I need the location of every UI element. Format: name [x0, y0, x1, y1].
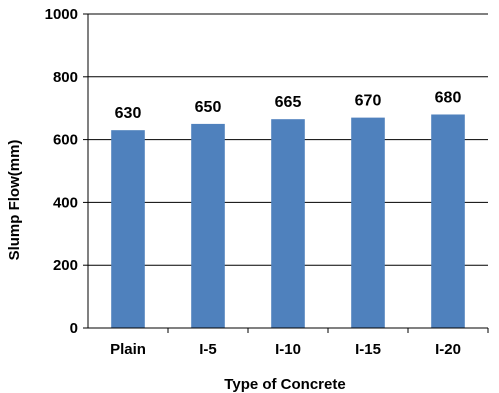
y-tick-label: 600	[53, 132, 78, 149]
data-label: 680	[435, 89, 462, 106]
x-tick-label: I-5	[199, 341, 217, 358]
data-label: 650	[195, 99, 222, 116]
bar	[351, 117, 385, 329]
y-tick-labels: 0 200 400 600 800 1000	[45, 6, 78, 337]
bar	[271, 119, 305, 328]
x-axis-title: Type of Concrete	[224, 376, 345, 393]
y-tick-label: 200	[53, 257, 78, 274]
y-axis-title: Slump Flow(mm)	[6, 140, 23, 261]
x-tick-labels: Plain I-5 I-10 I-15 I-20	[110, 341, 461, 358]
x-tick-label: Plain	[110, 341, 146, 358]
bar	[191, 123, 225, 329]
y-tick-label: 800	[53, 69, 78, 86]
axes	[83, 13, 489, 333]
bar	[431, 114, 465, 328]
x-tick-label: I-20	[435, 341, 461, 358]
bar	[111, 130, 145, 328]
x-tick-label: I-10	[275, 341, 301, 358]
data-label: 665	[275, 94, 302, 111]
data-label: 670	[355, 93, 382, 110]
y-tick-label: 0	[70, 320, 78, 337]
x-tick-label: I-15	[355, 341, 381, 358]
data-label: 630	[115, 105, 142, 122]
data-labels: 630 650 665 670 680	[115, 89, 462, 122]
y-tick-label: 400	[53, 194, 78, 211]
y-tick-label: 1000	[45, 6, 78, 23]
bars	[111, 114, 465, 329]
